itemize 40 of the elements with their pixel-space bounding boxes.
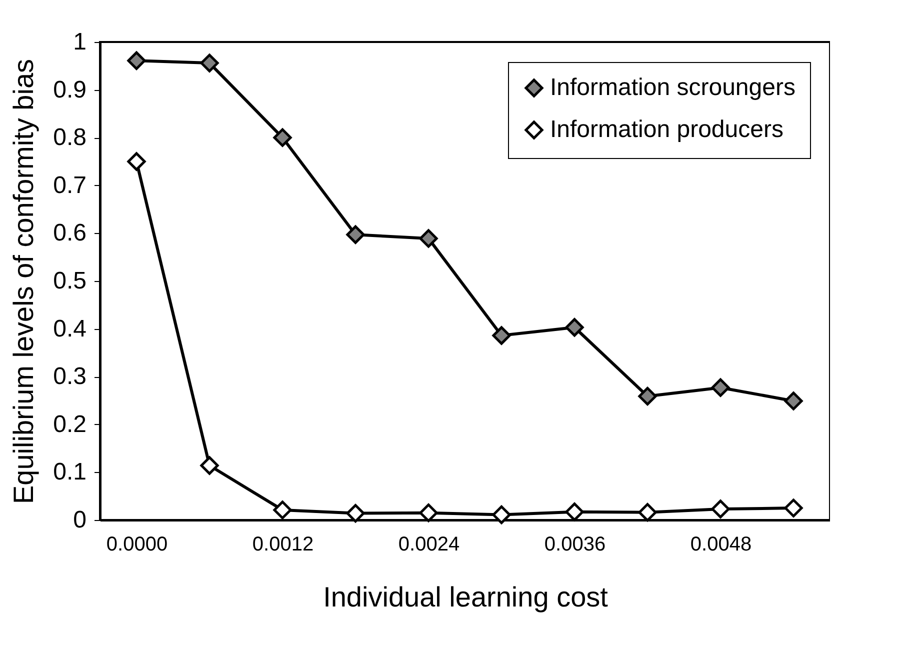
legend-label: Information producers	[550, 116, 784, 143]
y-tick-label: 0.8	[53, 124, 86, 152]
y-tick-label: 0.7	[53, 172, 86, 199]
point	[127, 152, 146, 171]
x-axis-title: Individual learning cost	[323, 582, 608, 612]
point	[200, 54, 219, 72]
y-tick-label: 0.2	[53, 410, 86, 438]
legend-label: Information scroungers	[550, 74, 796, 101]
point	[419, 504, 438, 522]
point	[346, 504, 365, 523]
point	[565, 318, 584, 337]
point	[784, 392, 803, 410]
point	[638, 503, 657, 522]
point	[711, 500, 730, 518]
y-tick-label: 1	[73, 28, 86, 56]
x-tick-label: 0.0012	[252, 534, 314, 556]
x-tick-label: 0.0024	[398, 534, 460, 556]
point	[200, 456, 219, 475]
y-tick-label: 0.3	[53, 363, 86, 390]
x-tick-label: 0.0048	[690, 534, 752, 556]
y-tick-label: 0.1	[53, 458, 86, 486]
point	[273, 500, 292, 520]
point	[419, 229, 438, 248]
point	[784, 498, 803, 518]
point	[127, 51, 146, 70]
point	[492, 326, 511, 345]
point	[638, 386, 657, 406]
y-tick-label: 0.6	[53, 220, 86, 247]
x-tick-label: 0.0000	[106, 534, 168, 556]
y-axis-title: Equilibrium levels of conformity bias	[8, 58, 40, 504]
y-tick-label: 0.4	[53, 315, 86, 342]
y-tick-label: 0	[73, 506, 86, 534]
x-tick-label: 0.0036	[544, 534, 606, 556]
point	[565, 502, 584, 522]
point	[492, 505, 511, 524]
point	[711, 378, 730, 397]
point	[273, 128, 292, 147]
y-tick-label: 0.9	[53, 76, 86, 104]
point	[346, 225, 365, 244]
y-tick-label: 0.5	[53, 268, 86, 294]
